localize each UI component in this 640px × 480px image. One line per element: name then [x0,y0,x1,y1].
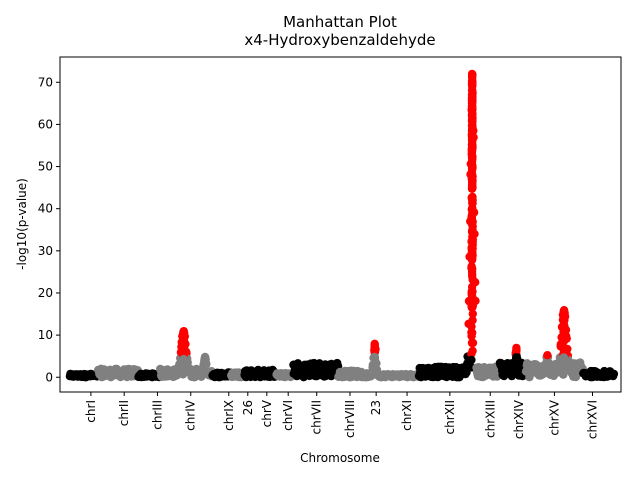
snp-point [609,369,619,379]
snp-point [512,353,521,362]
y-tick-label: 20 [38,286,53,300]
x-tick-label: chrIV [184,399,198,431]
x-tick-label: chrV [260,399,274,427]
x-tick-label: 26 [241,400,255,415]
y-tick-label: 50 [38,160,53,174]
snp-point [467,303,477,312]
snp-point [468,128,477,137]
x-tick-label: chrVIII [343,400,357,438]
x-tick-label: chrII [117,400,131,426]
snp-point [468,163,477,173]
snp-point [200,354,210,364]
x-tick-label: chrIX [222,400,236,431]
x-tick-label: chrI [84,400,98,423]
snp-point [179,338,188,348]
snp-point [468,309,477,318]
snp-point [467,355,476,365]
snp-point [467,140,477,149]
snp-point [559,321,568,330]
y-tick-label: 60 [38,117,53,131]
snp-point [468,338,478,348]
x-axis: chrI chrII chrIII chrIV chrIX 26 chrV chrVI chrV… [84,392,599,439]
snp-point [467,182,477,191]
snp-point [560,362,569,371]
snp-point [467,69,477,79]
chart-subtitle: x4-Hydroxybenzaldehyde [244,31,435,49]
x-tick-label: 23 [369,400,383,415]
snp-point [467,255,477,265]
snp-point [468,275,477,284]
x-tick-label: chrVI [281,400,295,431]
axes-frame [59,56,622,393]
snp-point [200,368,209,377]
snp-point [512,360,521,369]
snp-point [370,346,379,355]
snp-point [467,263,476,273]
snp-point [179,344,188,354]
snp-point [178,370,188,379]
x-tick-label: chrXVI [585,400,599,439]
snp-point [559,328,569,337]
snp-point [467,331,476,341]
y-tick-label: 70 [38,75,53,89]
x-tick-label: chrVII [310,400,324,434]
snp-point [512,367,521,376]
snp-point [467,85,477,95]
snp-point [559,306,569,316]
x-tick-label: chrXI [400,400,414,431]
x-axis-label: Chromosome [300,451,380,465]
snp-point [468,205,477,214]
snp-point [468,95,477,104]
y-axis-label: -log10(p-value) [15,178,29,270]
y-axis: 0 10 20 30 40 50 60 70 [38,75,60,384]
snp-point [512,345,521,354]
snp-point [560,354,569,363]
snp-point [543,351,552,360]
snp-point [559,312,569,322]
snp-point [468,316,477,325]
snp-point [468,192,477,202]
snp-point [468,198,477,208]
snp-point [467,237,476,247]
y-tick-label: 30 [38,244,53,258]
snp-point [370,352,379,362]
x-tick-label: chrIII [150,400,164,430]
y-tick-label: 0 [45,370,53,384]
snp-point [467,102,477,111]
snp-point [370,364,379,373]
x-tick-label: chrXIV [512,399,526,439]
y-tick-label: 40 [38,202,53,216]
snp-point [468,292,477,301]
snp-point [542,362,552,371]
chart-title: Manhattan Plot [283,13,397,31]
snp-point [179,328,188,338]
x-tick-label: chrXII [443,400,457,434]
data-points [65,69,619,382]
snp-point [468,244,477,253]
snp-point [179,362,188,371]
snp-point [467,171,477,180]
x-tick-label: chrXV [547,399,561,435]
x-tick-label: chrXIII [483,400,497,438]
snp-point [467,220,477,229]
snp-point [467,349,476,358]
snp-point [560,335,569,344]
snp-point [467,111,477,120]
y-tick-label: 10 [38,328,53,342]
snp-point [468,228,477,238]
snp-point [179,354,188,364]
